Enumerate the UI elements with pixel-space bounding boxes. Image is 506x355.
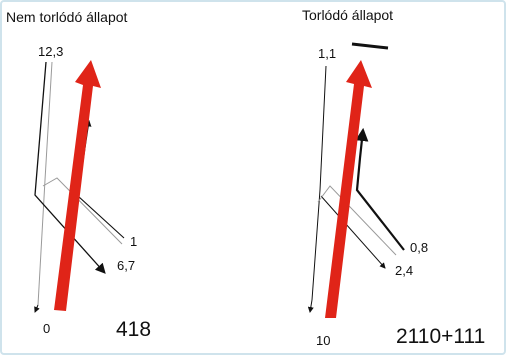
right-turn-line-light bbox=[317, 185, 397, 256]
left-total: 418 bbox=[116, 318, 151, 341]
left-label-top: 12,3 bbox=[38, 44, 63, 59]
right-label-top: 1,1 bbox=[318, 46, 336, 61]
left-through-arrow bbox=[34, 304, 40, 313]
left-label-mid2: 6,7 bbox=[117, 258, 135, 273]
right-total: 2110+111 bbox=[396, 325, 485, 348]
right-panel-title: Torlódó állapot bbox=[302, 7, 393, 23]
right-through-arrow bbox=[307, 299, 314, 313]
right-label-mid2: 2,4 bbox=[395, 263, 413, 278]
left-label-mid1: 1 bbox=[130, 234, 137, 249]
left-panel-title: Nem torlódó állapot bbox=[6, 9, 128, 25]
left-panel: Nem torlódó állapot 12,3 1 6,7 0 418 bbox=[6, 9, 151, 341]
right-main-red-arrow bbox=[325, 60, 372, 318]
right-panel: Torlódó állapot 1,1 0,8 2,4 10 2110+111 bbox=[302, 7, 485, 348]
right-label-bottom: 10 bbox=[316, 333, 330, 348]
right-label-mid1: 0,8 bbox=[410, 240, 428, 255]
right-turn-line-0-8 bbox=[355, 127, 405, 251]
left-turn-line-light bbox=[42, 177, 123, 245]
right-blocked-bar bbox=[351, 42, 389, 50]
left-through-line bbox=[37, 61, 53, 306]
right-through-line bbox=[311, 65, 327, 301]
left-turn-line-6-7 bbox=[34, 61, 106, 274]
right-turn-line-2-4 bbox=[320, 195, 386, 269]
left-main-red-arrow bbox=[54, 60, 101, 311]
left-label-bottom: 0 bbox=[43, 321, 50, 336]
